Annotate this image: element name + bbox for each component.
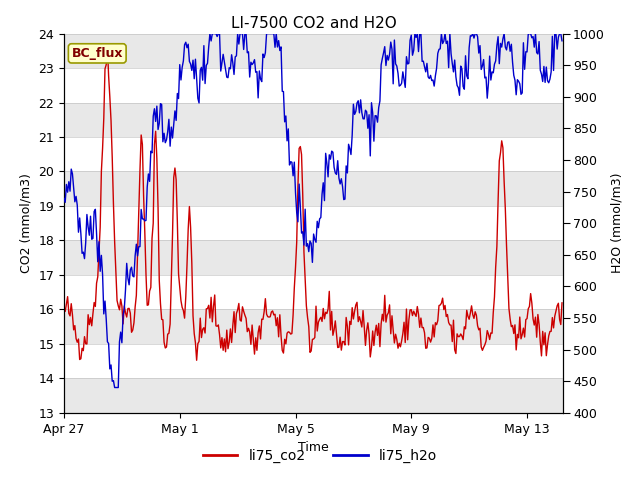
Title: LI-7500 CO2 and H2O: LI-7500 CO2 and H2O bbox=[231, 16, 396, 31]
Bar bbox=[64, 171, 563, 206]
Bar bbox=[64, 34, 563, 68]
Y-axis label: H2O (mmol/m3): H2O (mmol/m3) bbox=[611, 173, 623, 274]
Bar bbox=[64, 310, 563, 344]
Bar bbox=[64, 378, 563, 413]
Bar bbox=[64, 103, 563, 137]
Text: BC_flux: BC_flux bbox=[72, 47, 123, 60]
X-axis label: Time: Time bbox=[298, 441, 329, 454]
Y-axis label: CO2 (mmol/m3): CO2 (mmol/m3) bbox=[20, 173, 33, 273]
Legend: li75_co2, li75_h2o: li75_co2, li75_h2o bbox=[197, 443, 443, 468]
Bar bbox=[64, 240, 563, 275]
